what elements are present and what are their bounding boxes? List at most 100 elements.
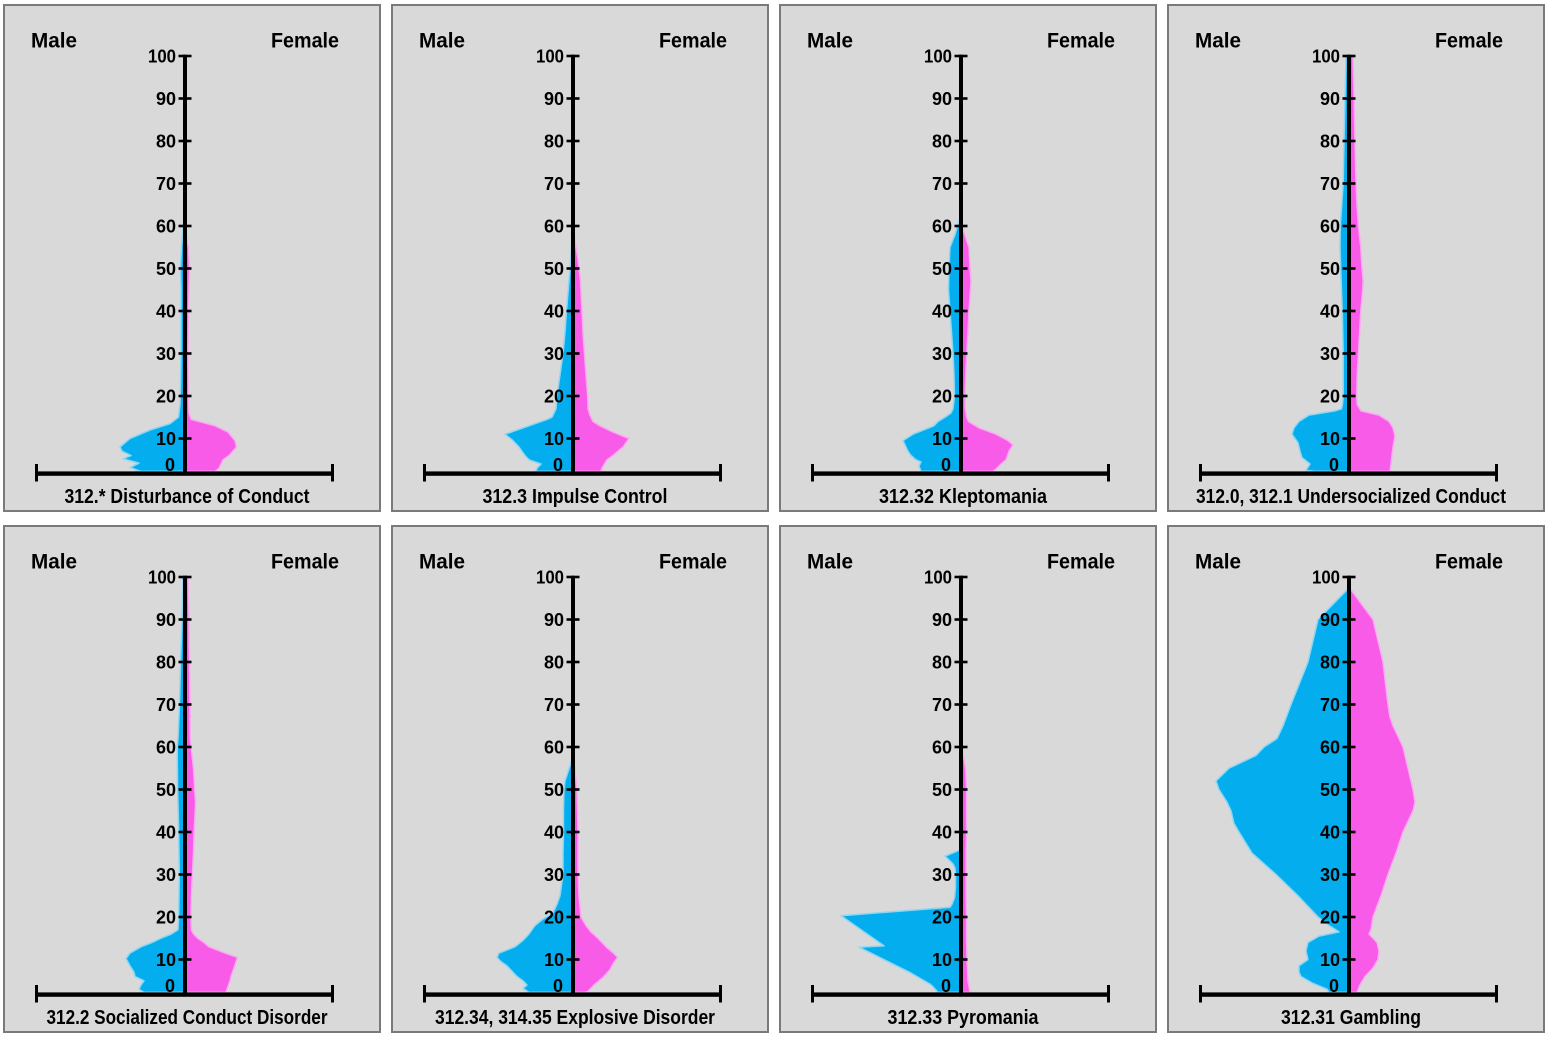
svg-text:0: 0 xyxy=(553,976,563,996)
svg-text:20: 20 xyxy=(156,908,176,928)
svg-text:80: 80 xyxy=(932,132,952,152)
svg-text:312.33 Pyromania: 312.33 Pyromania xyxy=(888,1007,1040,1029)
svg-text:70: 70 xyxy=(544,695,564,715)
svg-text:30: 30 xyxy=(932,344,952,364)
svg-text:Male: Male xyxy=(807,551,853,574)
svg-text:0: 0 xyxy=(941,976,951,996)
svg-text:Male: Male xyxy=(807,30,853,53)
svg-text:20: 20 xyxy=(544,908,564,928)
svg-text:40: 40 xyxy=(932,302,952,322)
svg-text:30: 30 xyxy=(156,865,176,885)
svg-text:90: 90 xyxy=(156,89,176,109)
svg-text:80: 80 xyxy=(932,653,952,673)
svg-text:40: 40 xyxy=(544,302,564,322)
svg-text:90: 90 xyxy=(544,89,564,109)
svg-text:50: 50 xyxy=(1320,780,1340,800)
svg-text:40: 40 xyxy=(932,823,952,843)
svg-text:312.0, 312.1 Undersocialized C: 312.0, 312.1 Undersocialized Conduct xyxy=(1196,486,1506,508)
svg-text:70: 70 xyxy=(156,174,176,194)
svg-text:60: 60 xyxy=(1320,217,1340,237)
svg-text:Female: Female xyxy=(659,30,727,53)
svg-text:90: 90 xyxy=(932,89,952,109)
svg-text:60: 60 xyxy=(544,738,564,758)
svg-text:Female: Female xyxy=(1435,30,1503,53)
svg-text:20: 20 xyxy=(1320,387,1340,407)
svg-text:80: 80 xyxy=(544,653,564,673)
svg-text:80: 80 xyxy=(156,132,176,152)
svg-text:70: 70 xyxy=(544,174,564,194)
svg-text:10: 10 xyxy=(932,429,952,449)
svg-text:Male: Male xyxy=(419,30,465,53)
svg-text:70: 70 xyxy=(932,695,952,715)
svg-text:10: 10 xyxy=(544,950,564,970)
svg-text:90: 90 xyxy=(1320,610,1340,630)
svg-text:80: 80 xyxy=(544,132,564,152)
svg-text:60: 60 xyxy=(932,738,952,758)
svg-text:90: 90 xyxy=(544,610,564,630)
svg-text:30: 30 xyxy=(544,344,564,364)
svg-text:70: 70 xyxy=(156,695,176,715)
svg-text:Female: Female xyxy=(271,551,339,574)
svg-text:0: 0 xyxy=(553,455,563,475)
svg-text:60: 60 xyxy=(932,217,952,237)
svg-text:20: 20 xyxy=(544,387,564,407)
svg-text:50: 50 xyxy=(932,780,952,800)
svg-text:30: 30 xyxy=(1320,865,1340,885)
svg-text:Female: Female xyxy=(271,30,339,53)
svg-text:10: 10 xyxy=(544,429,564,449)
svg-text:312.31 Gambling: 312.31 Gambling xyxy=(1281,1007,1421,1029)
svg-text:30: 30 xyxy=(156,344,176,364)
svg-text:70: 70 xyxy=(932,174,952,194)
svg-text:20: 20 xyxy=(1320,908,1340,928)
svg-text:40: 40 xyxy=(544,823,564,843)
svg-text:30: 30 xyxy=(932,865,952,885)
svg-text:10: 10 xyxy=(156,429,176,449)
svg-text:312.3 Impulse Control: 312.3 Impulse Control xyxy=(483,486,668,508)
svg-text:312.32 Kleptomania: 312.32 Kleptomania xyxy=(879,486,1048,508)
svg-text:50: 50 xyxy=(1320,259,1340,279)
svg-text:10: 10 xyxy=(156,950,176,970)
svg-text:60: 60 xyxy=(544,217,564,237)
svg-text:90: 90 xyxy=(156,610,176,630)
svg-text:20: 20 xyxy=(932,387,952,407)
svg-text:50: 50 xyxy=(544,259,564,279)
svg-text:0: 0 xyxy=(165,455,175,475)
svg-text:60: 60 xyxy=(1320,738,1340,758)
svg-text:0: 0 xyxy=(1329,455,1339,475)
svg-text:10: 10 xyxy=(932,950,952,970)
svg-text:0: 0 xyxy=(1329,976,1339,996)
svg-text:Male: Male xyxy=(31,30,77,53)
svg-text:50: 50 xyxy=(156,259,176,279)
svg-text:40: 40 xyxy=(1320,823,1340,843)
svg-text:312.34, 314.35 Explosive Disor: 312.34, 314.35 Explosive Disorder xyxy=(435,1007,715,1029)
svg-text:30: 30 xyxy=(544,865,564,885)
svg-text:312.2 Socialized Conduct Disor: 312.2 Socialized Conduct Disorder xyxy=(47,1007,328,1029)
svg-text:50: 50 xyxy=(932,259,952,279)
svg-text:100: 100 xyxy=(536,47,564,67)
svg-text:50: 50 xyxy=(156,780,176,800)
svg-text:0: 0 xyxy=(165,976,175,996)
svg-text:40: 40 xyxy=(1320,302,1340,322)
svg-text:90: 90 xyxy=(932,610,952,630)
svg-text:40: 40 xyxy=(156,302,176,322)
svg-text:100: 100 xyxy=(148,568,176,588)
svg-text:Female: Female xyxy=(1435,551,1503,574)
svg-text:0: 0 xyxy=(941,455,951,475)
svg-text:100: 100 xyxy=(1312,568,1340,588)
svg-text:100: 100 xyxy=(924,568,952,588)
svg-text:100: 100 xyxy=(148,47,176,67)
svg-text:Male: Male xyxy=(419,551,465,574)
svg-text:Male: Male xyxy=(1195,30,1241,53)
svg-text:20: 20 xyxy=(932,908,952,928)
svg-text:60: 60 xyxy=(156,217,176,237)
svg-text:70: 70 xyxy=(1320,695,1340,715)
svg-text:Male: Male xyxy=(31,551,77,574)
svg-text:50: 50 xyxy=(544,780,564,800)
svg-text:70: 70 xyxy=(1320,174,1340,194)
svg-text:10: 10 xyxy=(1320,950,1340,970)
svg-text:80: 80 xyxy=(156,653,176,673)
svg-text:100: 100 xyxy=(924,47,952,67)
svg-text:30: 30 xyxy=(1320,344,1340,364)
svg-text:40: 40 xyxy=(156,823,176,843)
svg-text:Female: Female xyxy=(1047,30,1115,53)
